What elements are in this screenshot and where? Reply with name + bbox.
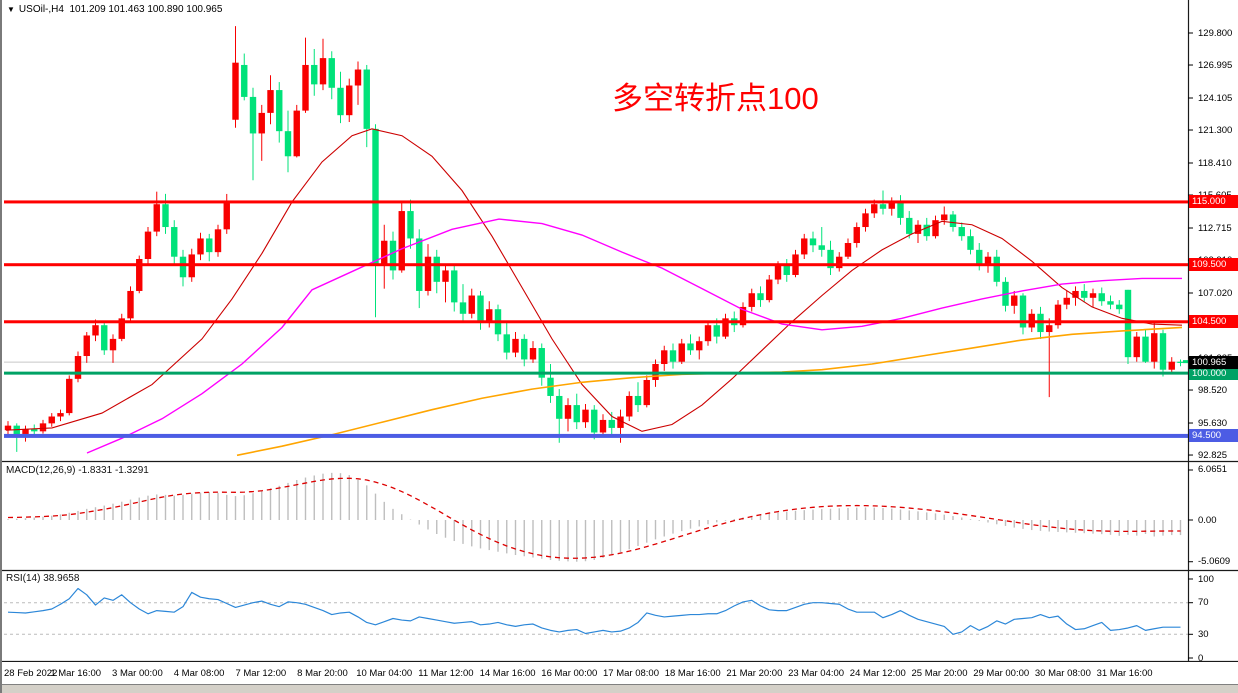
- time-axis-label: 8 Mar 20:00: [297, 668, 348, 679]
- time-axis-label: 11 Mar 12:00: [418, 668, 474, 679]
- rsi-layer: [4, 587, 1188, 635]
- time-axis-label: 28 Feb 2022: [4, 668, 58, 679]
- time-axis-label: 16 Mar 00:00: [541, 668, 598, 679]
- time-axis-label: 1 Mar 16:00: [50, 668, 102, 679]
- time-axis-label: 29 Mar 00:00: [973, 668, 1030, 679]
- window-bottom-edge: [2, 684, 1238, 693]
- price-tick-label: 126.995: [1198, 59, 1233, 71]
- hline-109.500: [4, 263, 1188, 267]
- price-tick-label: 92.825: [1198, 449, 1228, 461]
- macd-name: MACD(12,26,9): [6, 465, 76, 476]
- time-axis-label: 7 Mar 12:00: [235, 668, 287, 679]
- price-line-badge-100.000: 100.000: [1189, 366, 1238, 380]
- price-tick-label: 107.020: [1198, 287, 1233, 299]
- price-tick-label: 115.605: [1198, 190, 1232, 201]
- rsi-tick-label: 100: [1198, 573, 1214, 585]
- ohlc-values-label: 101.209 101.463 100.890 100.965: [69, 4, 223, 15]
- macd-signal-line: [7, 477, 1181, 559]
- price-tick-label: 98.520: [1198, 384, 1228, 396]
- ma-fast-line: [5, 128, 1183, 432]
- chart-annotation-text[interactable]: 多空转折点100: [612, 81, 819, 116]
- time-axis-label: 10 Mar 04:00: [356, 668, 413, 679]
- time-axis-label: 24 Mar 12:00: [849, 668, 906, 679]
- price-tick-label: 118.410: [1198, 157, 1232, 169]
- macd-indicator-label: MACD(12,26,9) -1.8331 -1.3291: [6, 465, 149, 476]
- chart-title: ▼ USOil-,H4 101.209 101.463 100.890 100.9…: [7, 4, 222, 15]
- price-tick-label: 121.300: [1198, 124, 1233, 136]
- time-axis-label: 3 Mar 00:00: [112, 668, 163, 679]
- current-price-badge: 100.965: [1189, 355, 1238, 369]
- price-line-badge-109.500: 109.500: [1189, 258, 1238, 272]
- time-axis-label: 4 Mar 08:00: [173, 668, 225, 679]
- macd-layer: [7, 472, 1182, 562]
- time-axis-label: 17 Mar 08:00: [603, 668, 659, 679]
- rsi-line: [7, 587, 1181, 635]
- hline-115.000: [4, 200, 1188, 204]
- candles-layer: [4, 26, 1184, 452]
- rsi-indicator-label: RSI(14) 38.9658: [6, 573, 79, 584]
- macd-tick-label: 0.00: [1198, 514, 1217, 526]
- rsi-tick-label: 0: [1198, 652, 1204, 664]
- price-tick-label: 112.715: [1198, 222, 1232, 234]
- price-line-badge-94.500: 94.500: [1189, 429, 1238, 443]
- time-axis-label: 25 Mar 20:00: [911, 668, 968, 679]
- time-axis-label: 18 Mar 16:00: [664, 668, 721, 679]
- macd-tick-label: 6.0651: [1198, 464, 1228, 476]
- time-axis-label: 23 Mar 04:00: [788, 668, 845, 679]
- time-axis-label: 14 Mar 16:00: [479, 668, 536, 679]
- hline-94.500: [4, 433, 1188, 438]
- price-chart-canvas[interactable]: [2, 0, 1238, 662]
- forming-bar-marker: [1183, 360, 1189, 364]
- price-tick-label: 124.105: [1198, 92, 1233, 104]
- symbol-dropdown-icon[interactable]: ▼: [7, 5, 15, 14]
- macd-tick-label: -5.0609: [1198, 556, 1231, 568]
- price-line-badge-115.000: 115.000: [1189, 195, 1238, 209]
- price-line-badge-104.500: 104.500: [1189, 315, 1238, 329]
- rsi-tick-label: 70: [1198, 597, 1209, 609]
- symbol-period-label: USOil-,H4: [18, 4, 64, 15]
- time-axis-label: 31 Mar 16:00: [1096, 668, 1153, 679]
- hline-100.000: [4, 371, 1188, 375]
- rsi-name: RSI(14): [6, 573, 41, 584]
- time-axis-label: 30 Mar 08:00: [1034, 668, 1091, 679]
- price-tick-label: 129.800: [1198, 27, 1233, 39]
- price-tick-label: 95.630: [1198, 417, 1228, 429]
- ma-mid-line: [86, 218, 1182, 454]
- hline-104.500: [4, 320, 1188, 324]
- rsi-tick-label: 30: [1198, 628, 1209, 640]
- rsi-value: 38.9658: [43, 573, 80, 584]
- macd-values: -1.8331 -1.3291: [78, 465, 149, 476]
- time-axis-label: 21 Mar 20:00: [726, 668, 783, 679]
